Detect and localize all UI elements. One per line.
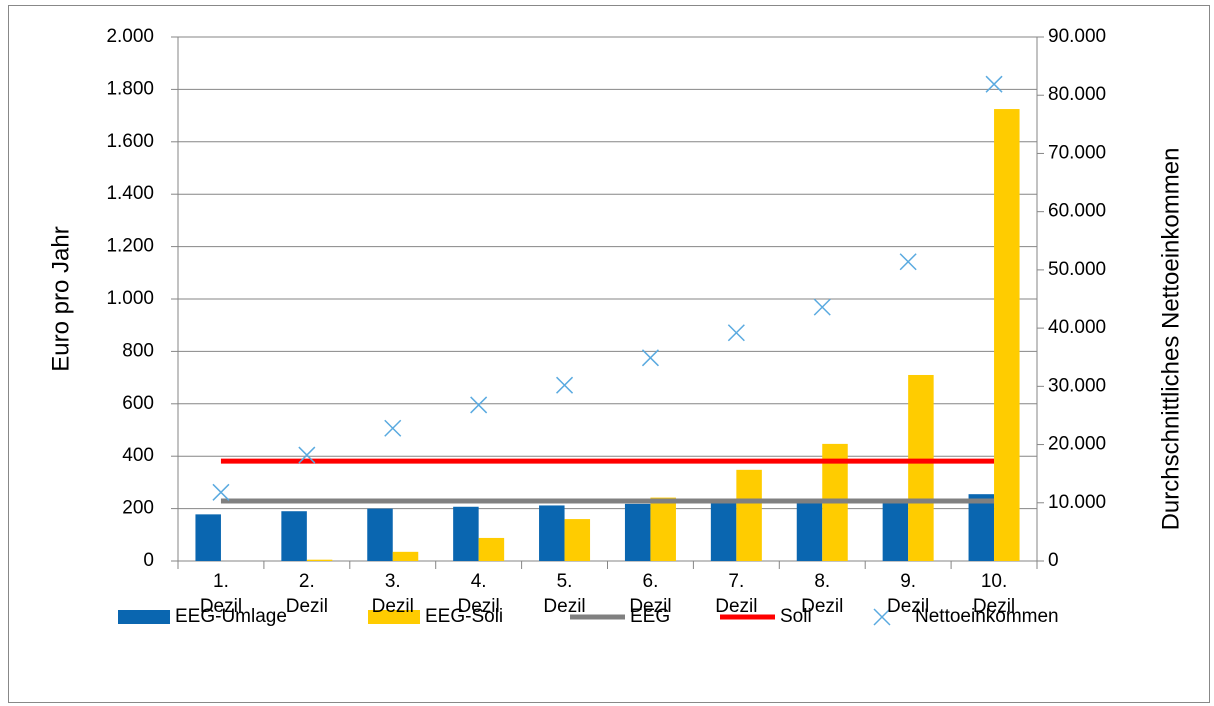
marker bbox=[727, 324, 745, 342]
legend-label: EEG-Soli bbox=[425, 606, 503, 627]
y-tick-label: 1.600 bbox=[106, 131, 154, 152]
bar bbox=[882, 500, 909, 561]
y2-tick-label: 60.000 bbox=[1048, 201, 1106, 222]
legend-swatch bbox=[873, 608, 891, 626]
x-tick-label: 10. Dezil bbox=[972, 571, 1016, 617]
legend-label: Soli bbox=[780, 606, 812, 627]
y-tick-label: 0 bbox=[143, 550, 154, 571]
bar bbox=[736, 469, 762, 561]
x-tick-label: 7. Dezil bbox=[715, 571, 758, 617]
bar bbox=[968, 494, 995, 561]
x-tick-label: 5. Dezil bbox=[543, 571, 586, 617]
bar bbox=[195, 514, 221, 561]
y2-tick-label: 20.000 bbox=[1048, 434, 1106, 455]
bar bbox=[539, 505, 565, 561]
y-tick-label: 400 bbox=[122, 445, 154, 466]
marker bbox=[384, 419, 402, 437]
bar bbox=[796, 500, 823, 561]
y2-tick-label: 0 bbox=[1048, 550, 1059, 571]
marker bbox=[899, 253, 917, 271]
y-tick-label: 600 bbox=[122, 393, 154, 414]
y2-tick-label: 10.000 bbox=[1048, 492, 1106, 513]
y2-tick-label: 50.000 bbox=[1048, 259, 1106, 280]
legend-label: EEG-Umlage bbox=[175, 606, 287, 627]
y-tick-label: 1.400 bbox=[106, 183, 154, 204]
marker bbox=[212, 483, 230, 501]
chart-frame bbox=[8, 5, 1210, 703]
bar bbox=[994, 109, 1020, 562]
bar bbox=[306, 559, 333, 561]
x-tick-label: 2. Dezil bbox=[285, 571, 328, 617]
bar bbox=[710, 502, 737, 561]
bar bbox=[453, 506, 479, 561]
legend-swatch bbox=[368, 610, 420, 624]
y-tick-label: 1.200 bbox=[106, 236, 154, 257]
x-tick-label: 8. Dezil bbox=[801, 571, 844, 617]
bar bbox=[281, 511, 307, 561]
marker bbox=[813, 298, 831, 316]
y-tick-label: 1.800 bbox=[106, 78, 154, 99]
bar bbox=[908, 374, 934, 561]
bar bbox=[392, 551, 419, 561]
marker bbox=[985, 75, 1003, 93]
y2-axis-title: Durchschnittliches Nettoeinkommen bbox=[1157, 148, 1184, 531]
marker bbox=[470, 396, 488, 414]
y2-tick-label: 80.000 bbox=[1048, 84, 1106, 105]
x-tick-label: 4. Dezil bbox=[457, 571, 500, 617]
x-tick-label: 9. Dezil bbox=[887, 571, 930, 617]
y-tick-label: 1.000 bbox=[106, 288, 154, 309]
y-tick-label: 800 bbox=[122, 340, 154, 361]
y-axis-title: Euro pro Jahr bbox=[47, 226, 74, 371]
y2-tick-label: 40.000 bbox=[1048, 317, 1106, 338]
bar bbox=[478, 537, 505, 561]
legend-label: EEG bbox=[630, 606, 670, 627]
marker bbox=[298, 446, 316, 464]
bar bbox=[367, 508, 393, 561]
legend-swatch bbox=[118, 610, 170, 624]
bar bbox=[624, 503, 651, 561]
x-tick-label: 1. Dezil bbox=[199, 571, 243, 617]
bar bbox=[650, 497, 676, 561]
bar bbox=[564, 519, 591, 561]
x-tick-label: 6. Dezil bbox=[629, 571, 672, 617]
marker bbox=[556, 376, 574, 394]
y2-tick-label: 90.000 bbox=[1048, 26, 1106, 47]
x-tick-label: 3. Dezil bbox=[371, 571, 414, 617]
y2-tick-label: 30.000 bbox=[1048, 375, 1106, 396]
y2-tick-label: 70.000 bbox=[1048, 142, 1106, 163]
legend-label: Nettoeinkommen bbox=[915, 606, 1059, 627]
y-tick-label: 2.000 bbox=[106, 26, 154, 47]
marker bbox=[641, 349, 659, 367]
y-tick-label: 200 bbox=[122, 498, 154, 519]
